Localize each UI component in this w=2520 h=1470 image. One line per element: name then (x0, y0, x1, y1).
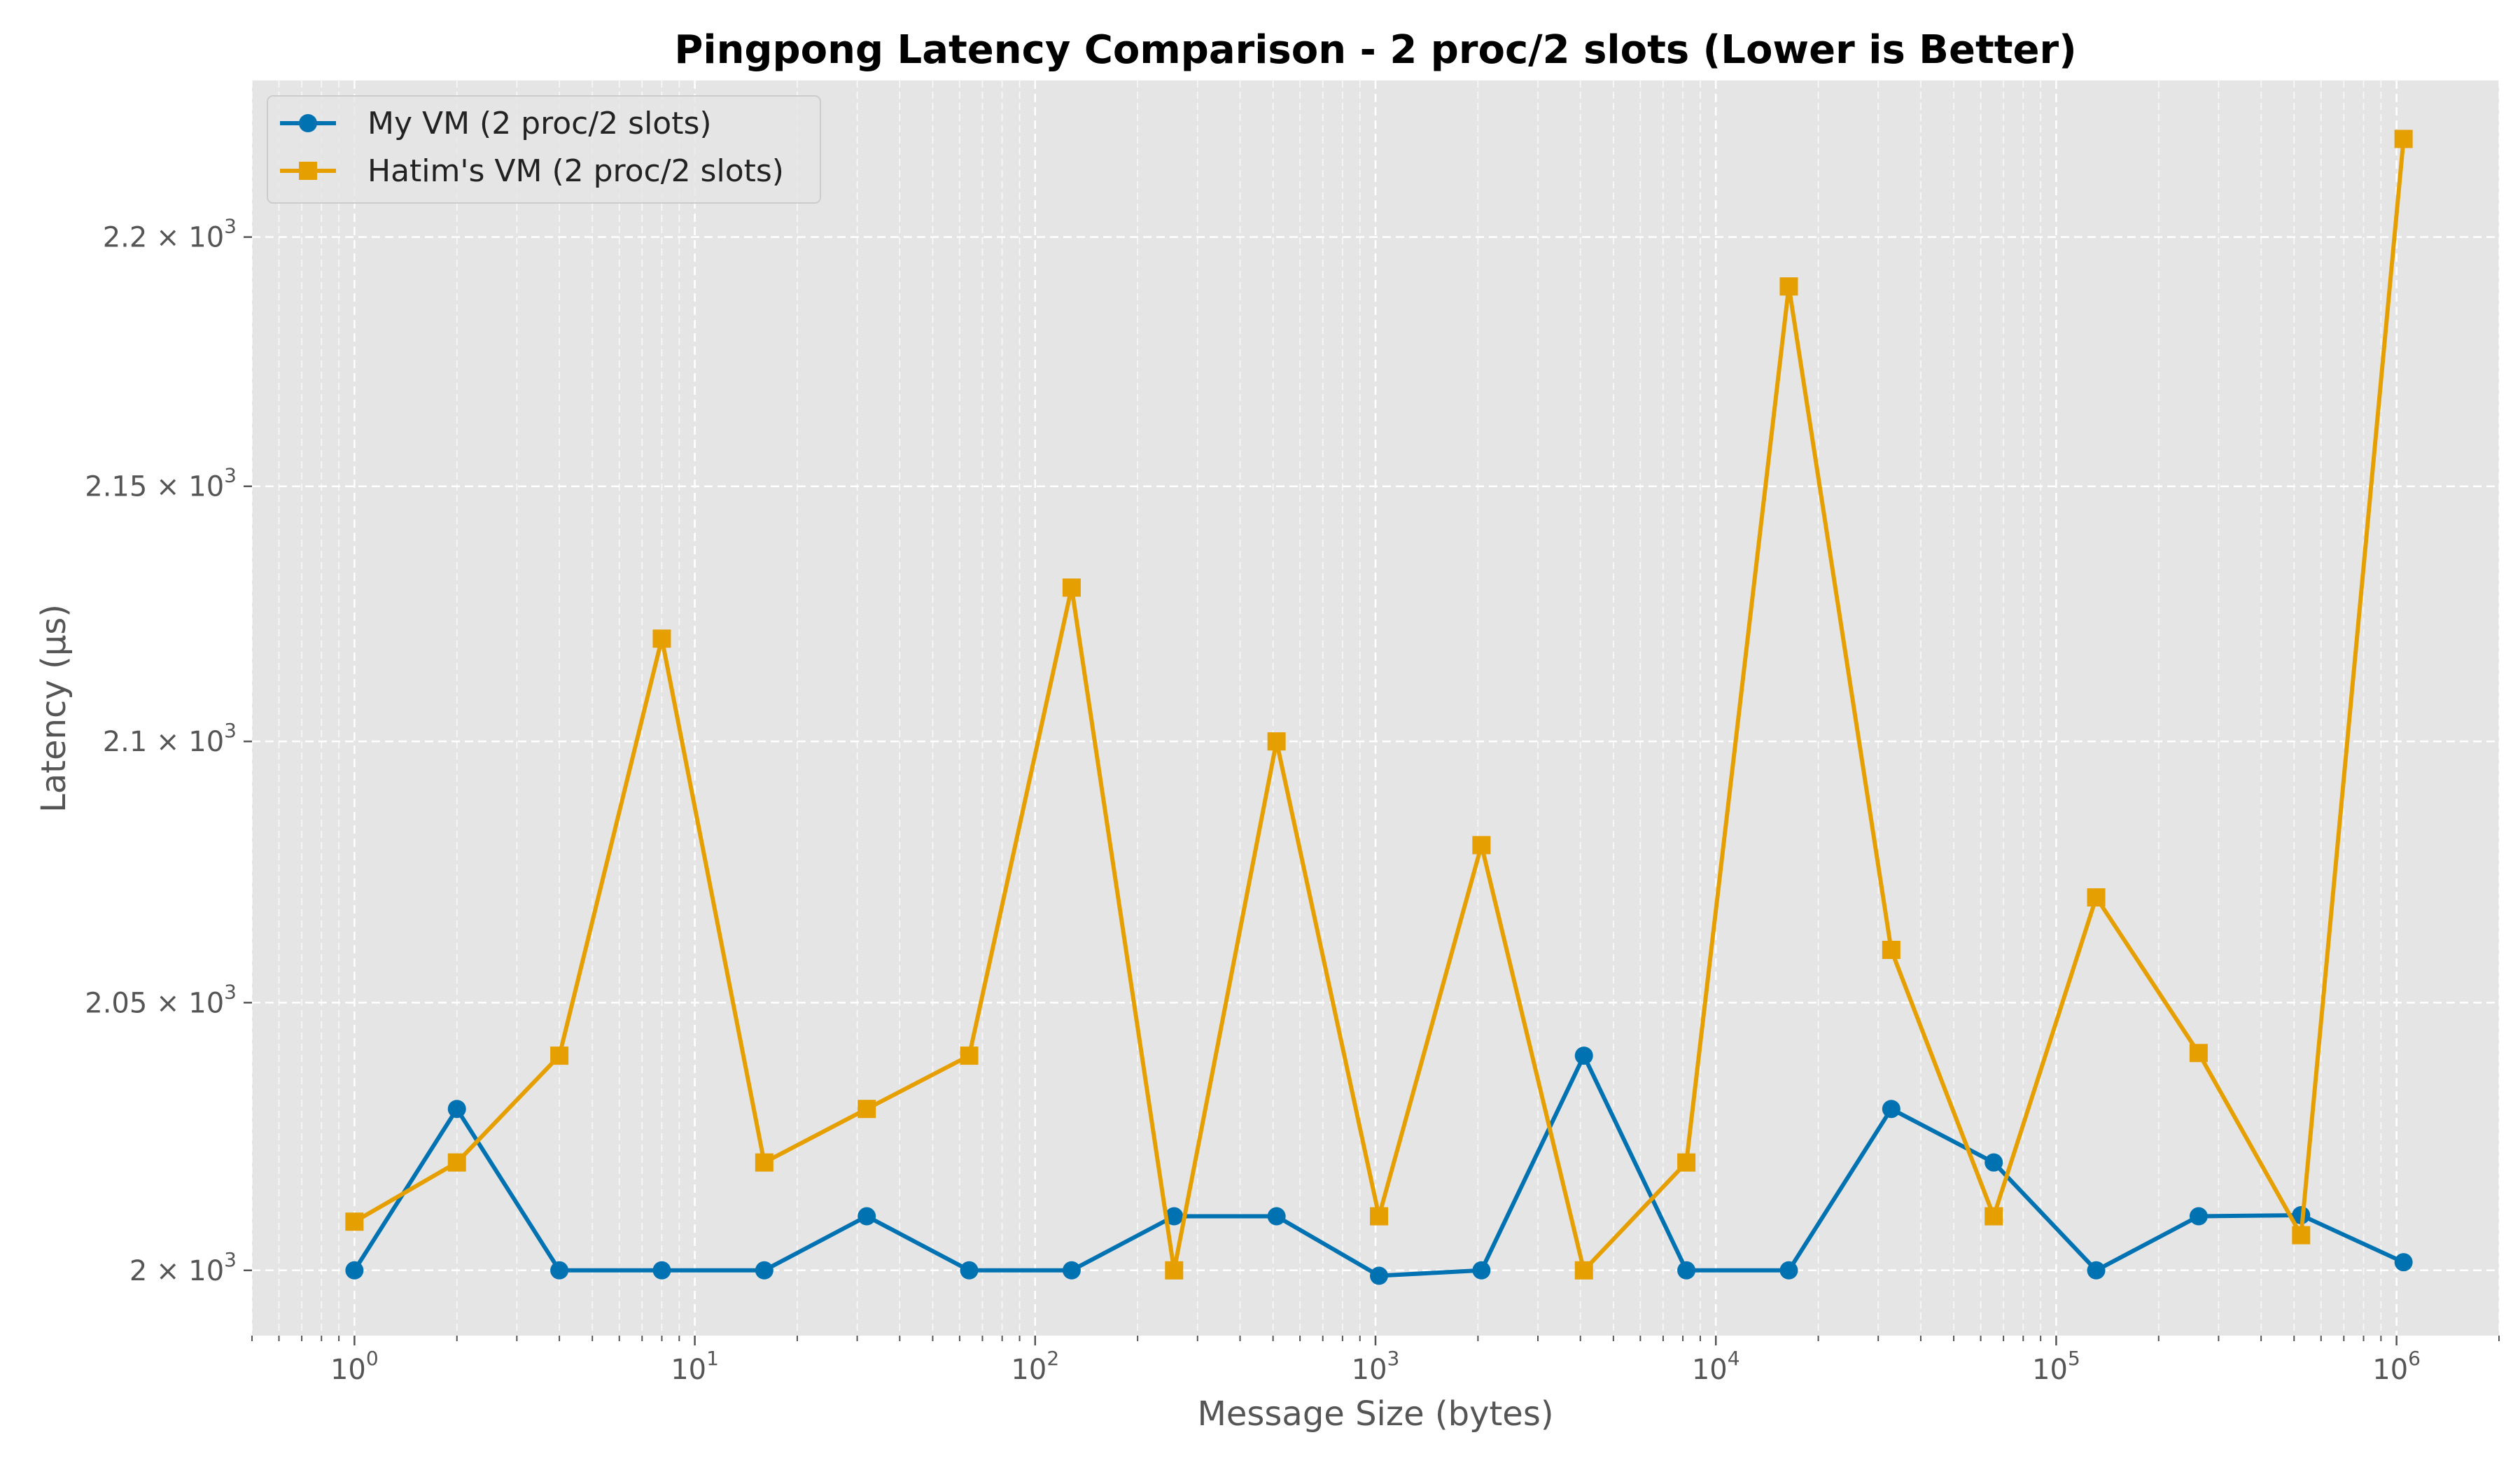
data-point-series-0-15 (1882, 1100, 1900, 1119)
y-tick-label: 2.2 × 103 (103, 215, 237, 254)
x-tick-label: 103 (1352, 1347, 1400, 1386)
chart-title: Pingpong Latency Comparison - 2 proc/2 s… (674, 27, 2076, 73)
data-point-series-0-9 (1267, 1207, 1286, 1226)
data-point-series-1-15 (1882, 940, 1900, 959)
data-point-series-0-16 (1984, 1153, 2003, 1172)
data-point-series-0-11 (1472, 1261, 1491, 1280)
data-point-series-1-5 (858, 1100, 876, 1119)
legend: My VM (2 proc/2 slots) Hatim's VM (2 pro… (267, 95, 821, 204)
data-point-series-1-0 (345, 1212, 364, 1231)
legend-box (267, 95, 821, 204)
legend-marker-hatims-vm (299, 162, 317, 180)
data-point-series-1-8 (1165, 1261, 1184, 1280)
data-point-series-0-18 (2189, 1207, 2208, 1226)
data-point-series-1-6 (960, 1046, 979, 1065)
data-point-series-1-16 (1984, 1207, 2003, 1226)
data-point-series-1-4 (755, 1153, 774, 1172)
y-tick-label: 2.05 × 103 (85, 980, 237, 1019)
legend-marker-my-vm (299, 114, 317, 132)
data-point-series-0-17 (2087, 1261, 2106, 1280)
x-tick-label: 106 (2372, 1347, 2421, 1386)
data-point-series-0-20 (2394, 1253, 2413, 1272)
y-axis-label: Latency (µs) (34, 604, 74, 813)
data-point-series-1-1 (447, 1153, 466, 1172)
data-point-series-1-19 (2292, 1226, 2311, 1245)
x-tick-label: 101 (671, 1347, 719, 1386)
y-tick-label: 2 × 103 (130, 1248, 237, 1287)
x-tick-label: 102 (1011, 1347, 1059, 1386)
y-tick-label: 2.1 × 103 (103, 719, 237, 758)
data-point-series-1-10 (1370, 1207, 1389, 1226)
data-point-series-1-20 (2394, 130, 2413, 148)
axis-ticks: 100 101 102 103 104 105 106 2 × 103 2.05 × 103 2.… (85, 215, 2500, 1386)
x-tick-label: 104 (1692, 1347, 1740, 1386)
data-point-series-0-12 (1574, 1046, 1593, 1065)
data-point-series-1-11 (1472, 836, 1491, 855)
data-point-series-0-3 (652, 1261, 671, 1280)
data-point-series-1-9 (1267, 732, 1286, 751)
legend-label-hatims-vm: Hatim's VM (2 proc/2 slots) (368, 153, 784, 189)
y-tick-label: 2.15 × 103 (85, 464, 237, 503)
legend-label-my-vm: My VM (2 proc/2 slots) (368, 106, 712, 141)
data-point-series-0-5 (858, 1207, 876, 1226)
data-point-series-0-4 (755, 1261, 774, 1280)
x-tick-label: 105 (2032, 1347, 2080, 1386)
data-point-series-0-2 (550, 1261, 569, 1280)
data-point-series-1-18 (2189, 1044, 2208, 1063)
data-point-series-1-3 (652, 629, 671, 648)
data-point-series-0-13 (1677, 1261, 1696, 1280)
data-point-series-1-12 (1574, 1261, 1593, 1280)
data-point-series-0-14 (1779, 1261, 1798, 1280)
x-tick-label: 100 (330, 1347, 379, 1386)
data-point-series-0-10 (1370, 1266, 1389, 1285)
data-point-series-1-13 (1677, 1153, 1696, 1172)
data-point-series-1-17 (2087, 888, 2106, 906)
data-point-series-1-14 (1779, 277, 1798, 296)
series-layer (345, 130, 2413, 1285)
data-point-series-0-7 (1062, 1261, 1081, 1280)
data-point-series-1-2 (550, 1046, 569, 1065)
data-point-series-0-1 (447, 1100, 466, 1119)
data-point-series-0-0 (345, 1261, 364, 1280)
x-axis-label: Message Size (bytes) (1197, 1394, 1553, 1434)
data-point-series-0-8 (1165, 1207, 1184, 1226)
data-point-series-1-7 (1062, 578, 1081, 597)
data-point-series-0-6 (960, 1261, 979, 1280)
